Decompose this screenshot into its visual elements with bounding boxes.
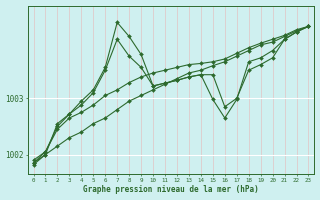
X-axis label: Graphe pression niveau de la mer (hPa): Graphe pression niveau de la mer (hPa) [83, 185, 259, 194]
